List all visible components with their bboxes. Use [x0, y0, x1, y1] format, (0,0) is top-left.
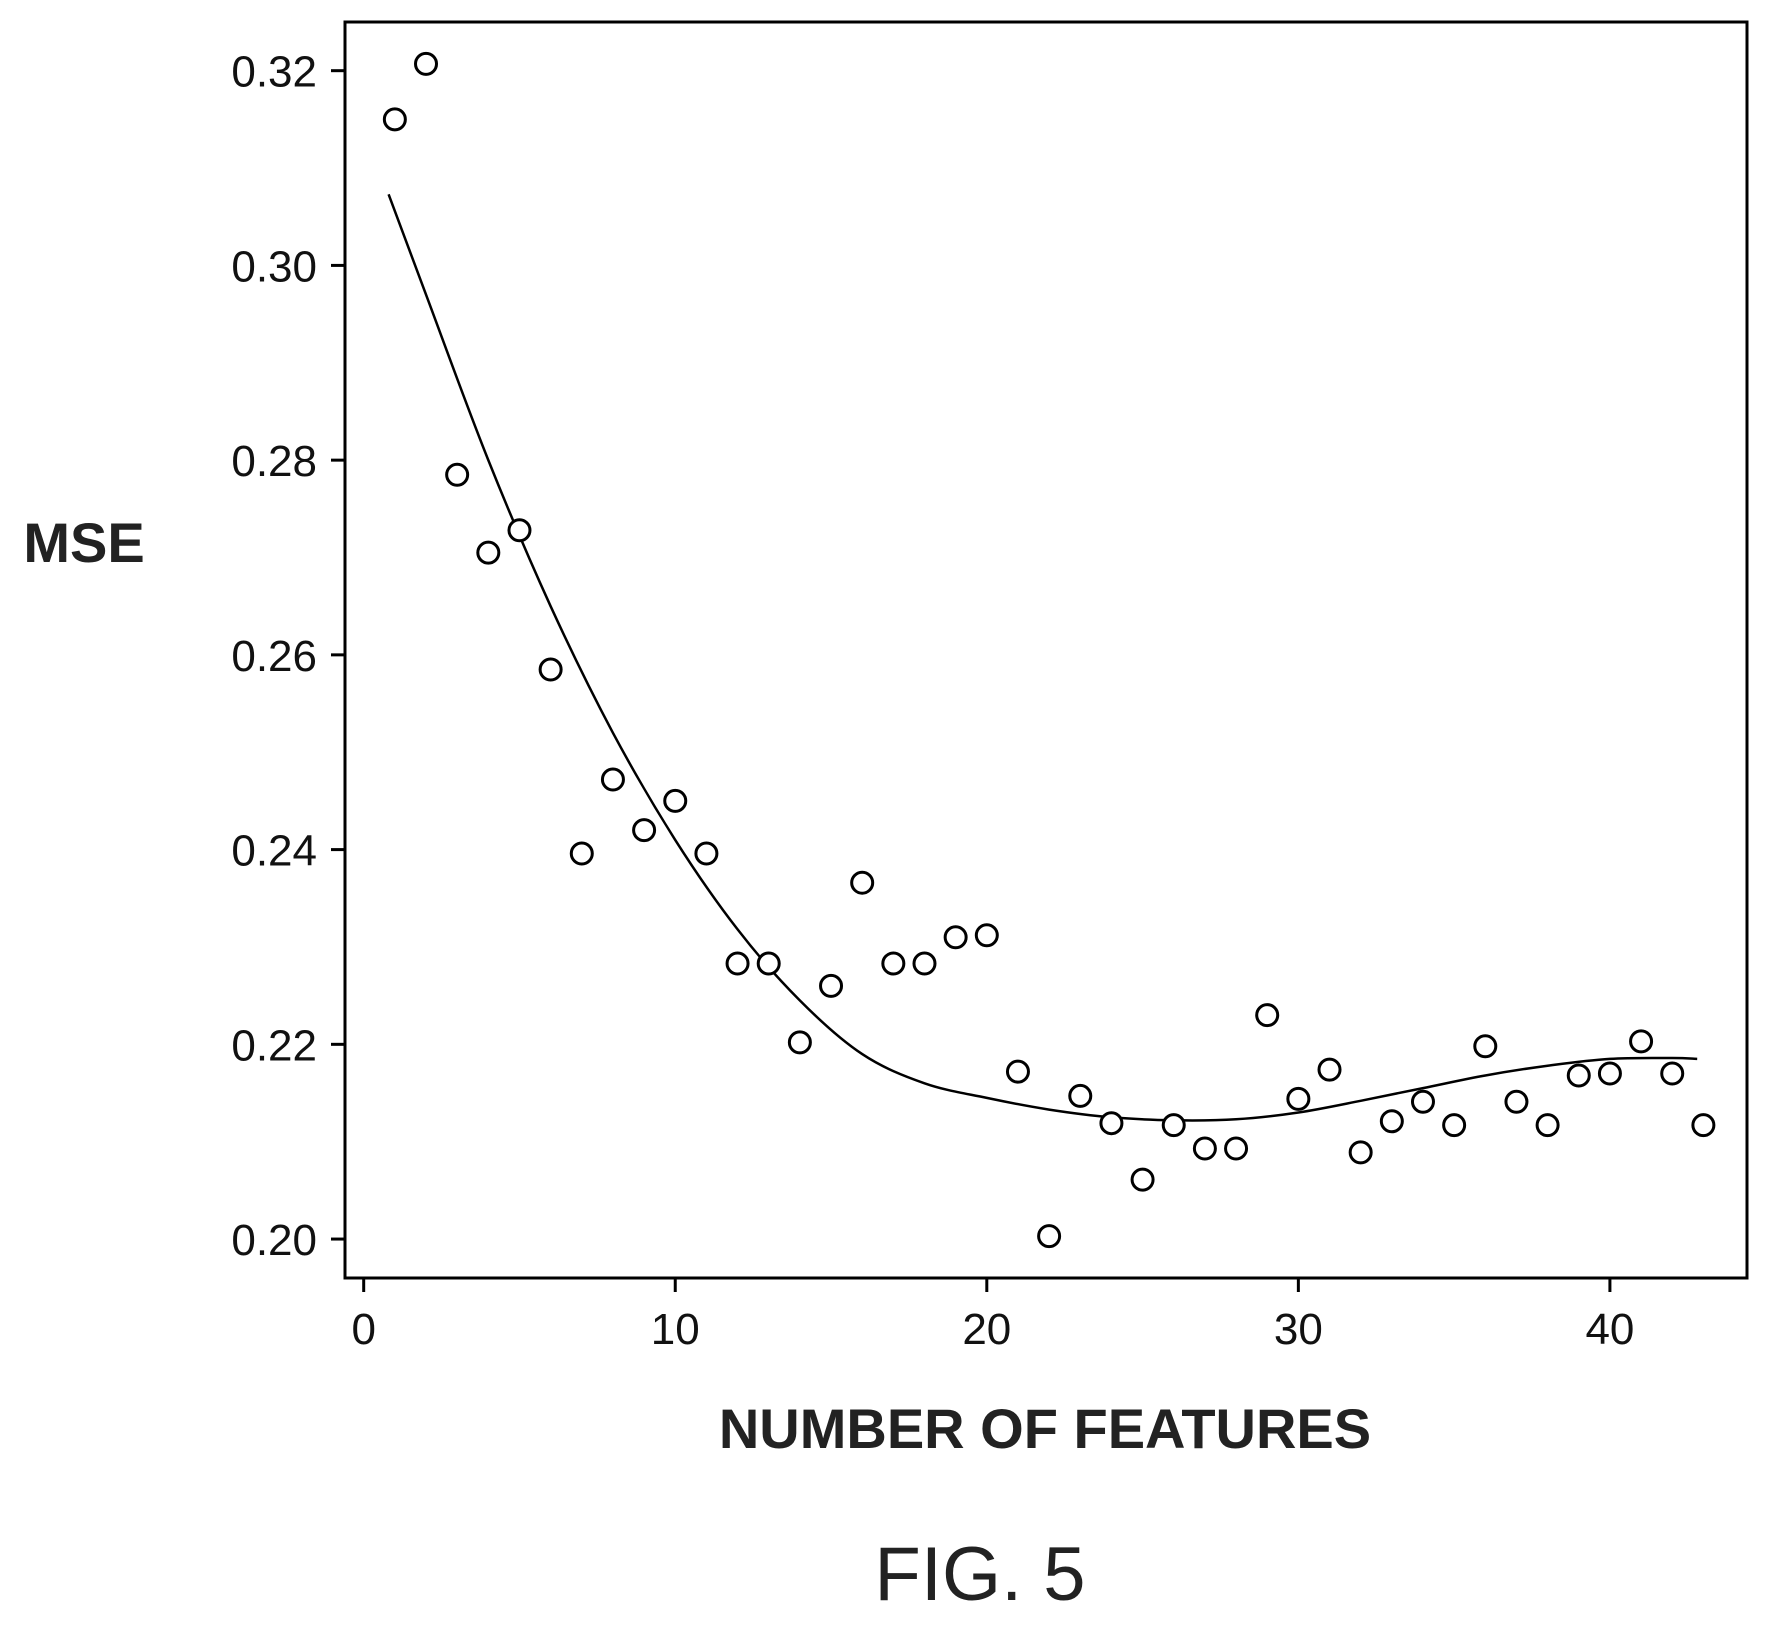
- data-point: [1504, 1089, 1529, 1114]
- data-point: [819, 973, 844, 998]
- data-point: [632, 818, 657, 843]
- data-point: [787, 1030, 812, 1055]
- data-point: [1286, 1086, 1311, 1111]
- data-point: [1192, 1136, 1217, 1161]
- data-point: [538, 657, 563, 682]
- data-point: [694, 841, 719, 866]
- y-axis: 0.20 0.22 0.24 0.26 0.28 0.30 0.32: [231, 48, 345, 1265]
- y-tick-label: 0.22: [231, 1021, 317, 1070]
- data-point: [1473, 1034, 1498, 1059]
- data-point: [1130, 1167, 1155, 1192]
- data-point: [507, 518, 532, 543]
- data-point: [1224, 1136, 1249, 1161]
- data-point: [725, 951, 750, 976]
- data-point: [382, 107, 407, 132]
- x-axis: 0 10 20 30 40: [351, 1278, 1634, 1354]
- data-point: [476, 540, 501, 565]
- data-point: [414, 51, 439, 76]
- data-point: [943, 925, 968, 950]
- x-tick-label: 10: [651, 1305, 700, 1354]
- x-axis-title: NUMBER OF FEATURES: [719, 1397, 1371, 1460]
- figure-caption: FIG. 5: [874, 1532, 1085, 1617]
- x-tick-label: 20: [962, 1305, 1011, 1354]
- data-point: [600, 767, 625, 792]
- data-point: [1037, 1224, 1062, 1249]
- data-point: [1317, 1057, 1342, 1082]
- data-point: [569, 841, 594, 866]
- data-point: [1660, 1061, 1685, 1086]
- data-points: [382, 51, 1716, 1249]
- data-point: [445, 462, 470, 487]
- data-point: [974, 923, 999, 948]
- data-point: [1566, 1063, 1591, 1088]
- data-point: [1161, 1113, 1186, 1138]
- y-axis-title: MSE: [23, 511, 144, 574]
- plot-frame: [343, 20, 1749, 1280]
- y-tick-label: 0.30: [231, 242, 317, 291]
- data-point: [1410, 1089, 1435, 1114]
- data-point: [756, 951, 781, 976]
- data-point: [881, 951, 906, 976]
- data-point: [1379, 1109, 1404, 1134]
- data-point: [1442, 1113, 1467, 1138]
- y-tick-label: 0.26: [231, 632, 317, 681]
- fit-curve: [387, 193, 1698, 1122]
- data-point: [1348, 1140, 1373, 1165]
- y-tick-label: 0.28: [231, 437, 317, 486]
- y-tick-label: 0.24: [231, 827, 317, 876]
- data-point: [1597, 1061, 1622, 1086]
- data-point: [1629, 1029, 1654, 1054]
- x-tick-label: 30: [1274, 1305, 1323, 1354]
- data-point: [1691, 1113, 1716, 1138]
- data-point: [1005, 1059, 1030, 1084]
- y-tick-label: 0.20: [231, 1216, 317, 1265]
- x-tick-label: 0: [351, 1305, 375, 1354]
- data-point: [1535, 1113, 1560, 1138]
- y-tick-label: 0.32: [231, 48, 317, 97]
- data-point: [912, 951, 937, 976]
- x-tick-label: 40: [1585, 1305, 1634, 1354]
- data-point: [663, 788, 688, 813]
- data-point: [1255, 1003, 1280, 1028]
- data-point: [850, 870, 875, 895]
- data-point: [1099, 1111, 1124, 1136]
- data-point: [1068, 1083, 1093, 1108]
